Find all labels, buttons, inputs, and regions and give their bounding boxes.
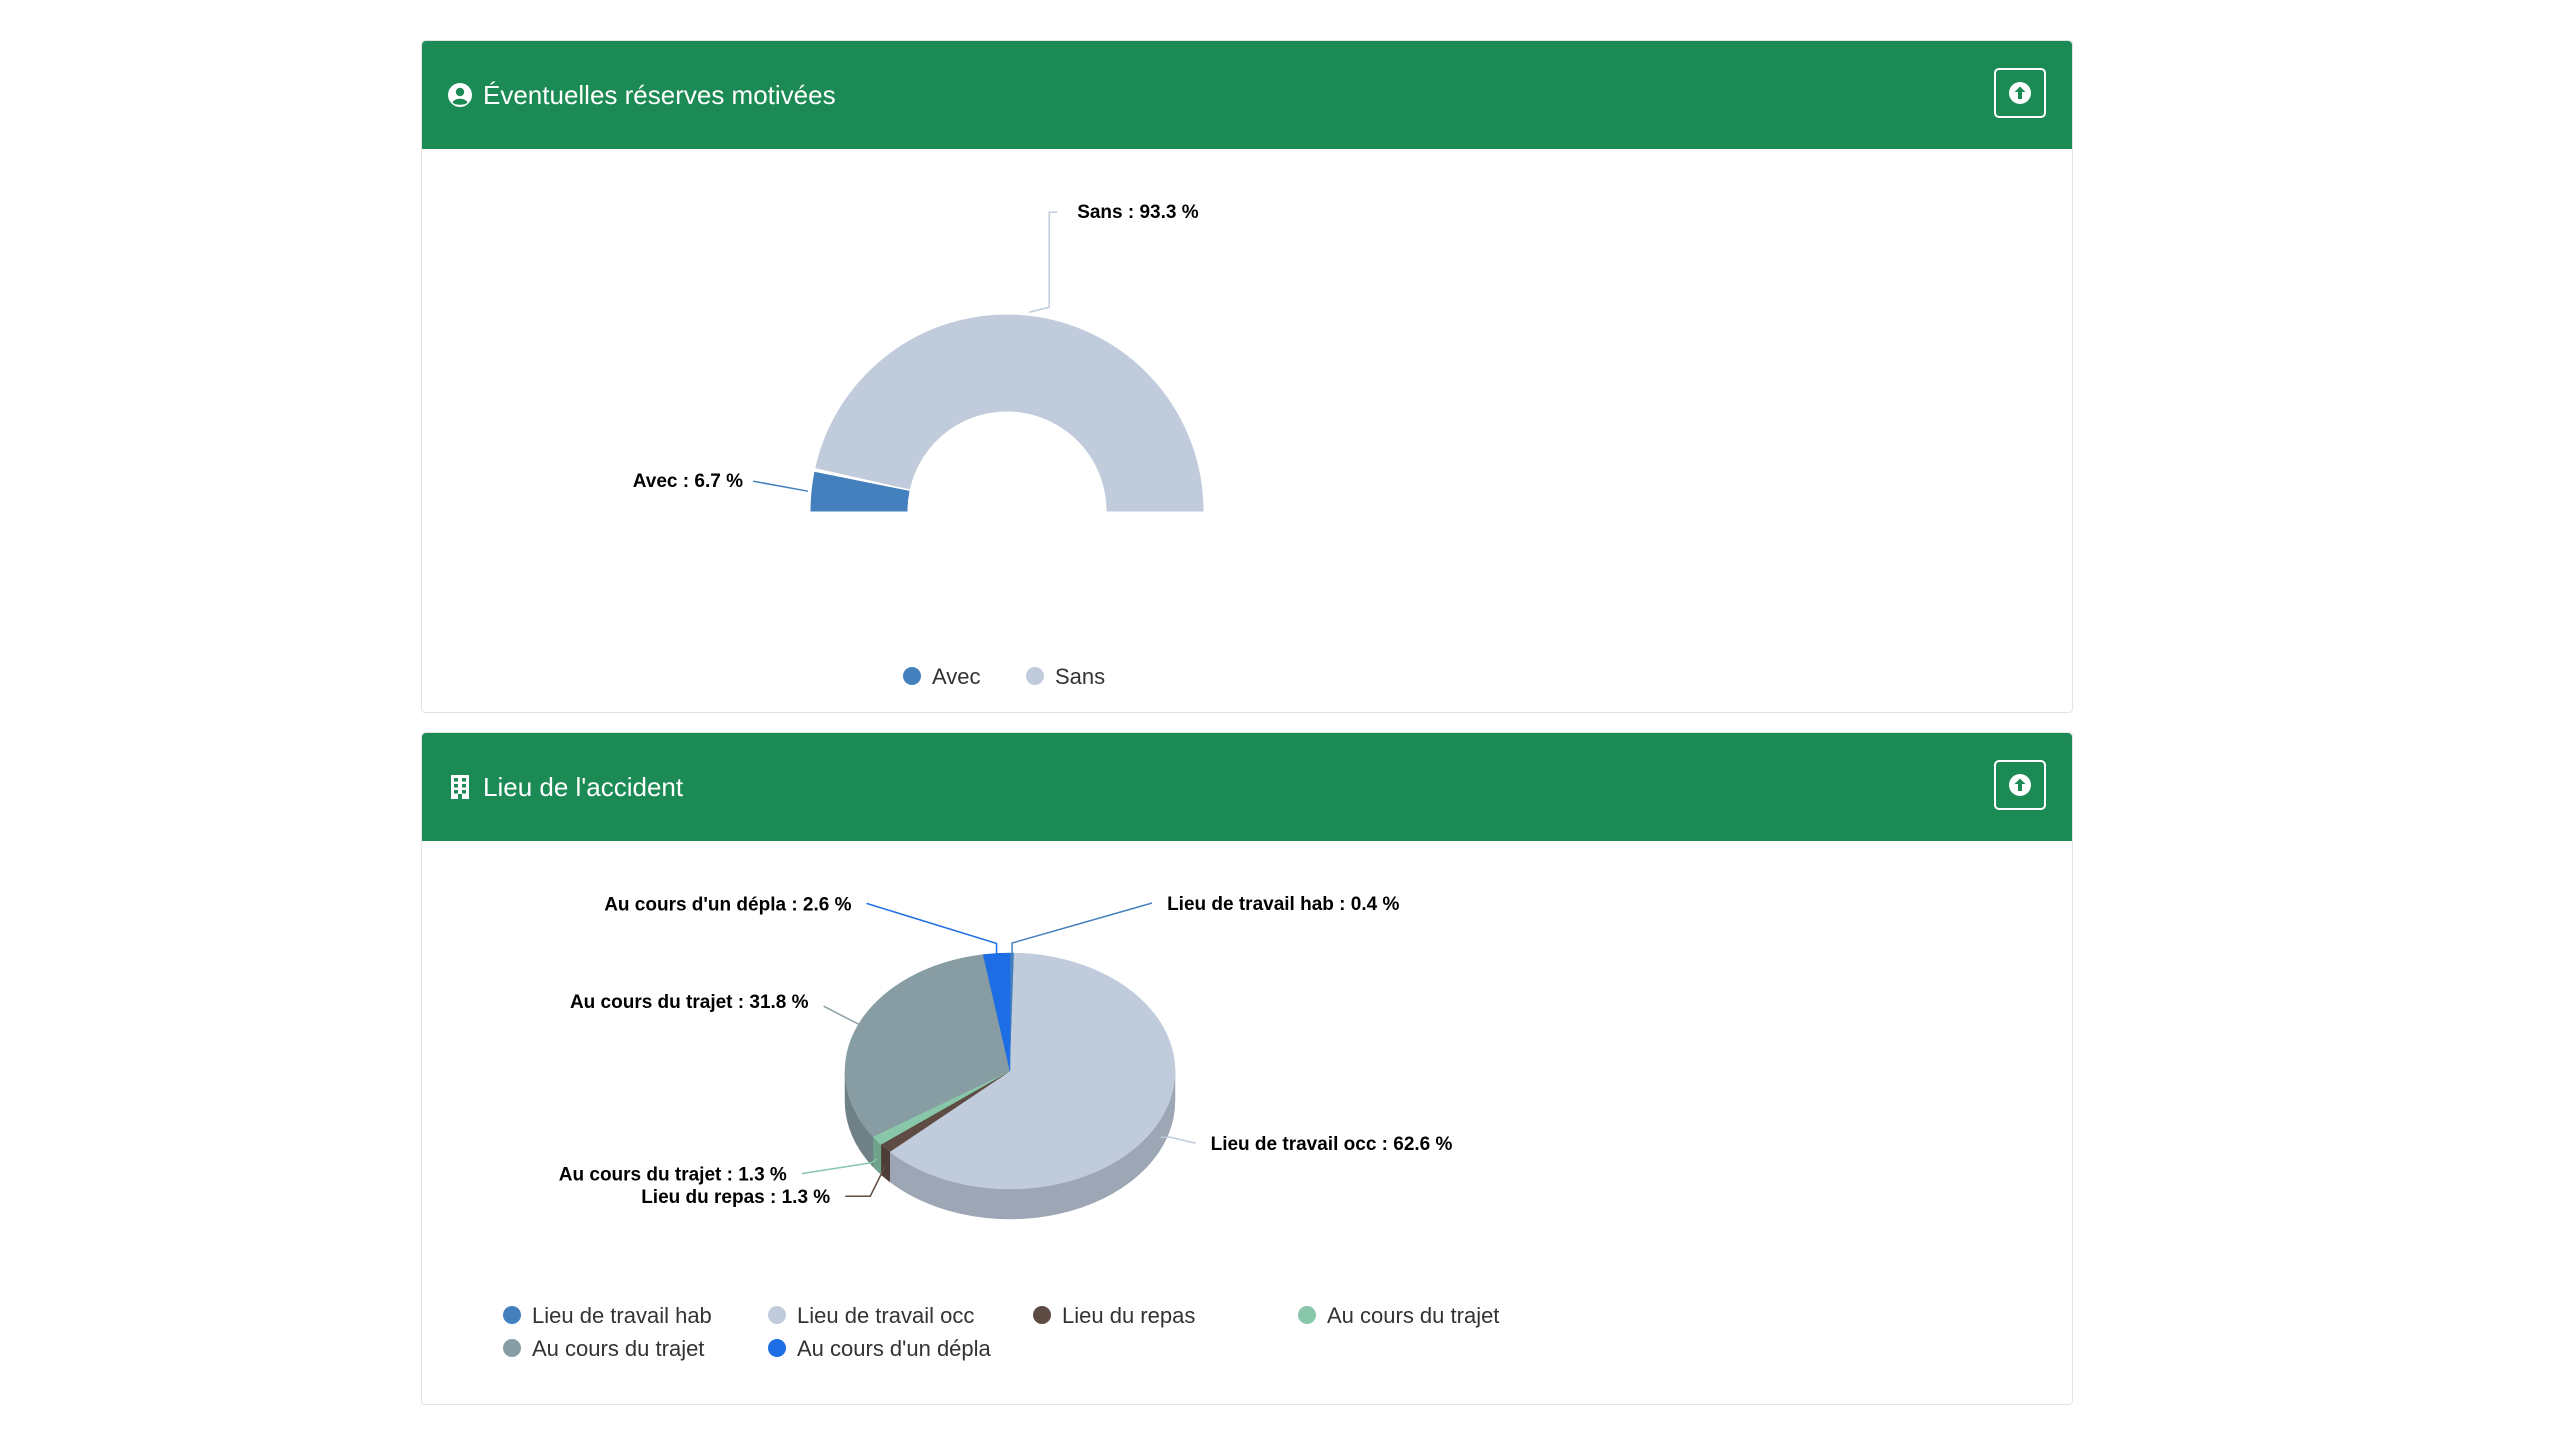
panel-title: Éventuelles réserves motivées — [483, 79, 836, 110]
legend-item-sans[interactable]: Sans — [1026, 664, 1105, 689]
legend-item[interactable]: Au cours d'un dépla — [768, 1336, 992, 1361]
data-label: Lieu de travail hab : 0.4 % — [1167, 894, 1399, 915]
label-connector — [801, 1158, 878, 1175]
legend-label: Lieu de travail hab — [532, 1303, 712, 1328]
panel-title-wrap: Éventuelles réserves motivées — [447, 41, 836, 149]
legend-label: Sans — [1055, 664, 1105, 689]
slice-avec[interactable] — [810, 471, 910, 512]
legend-item[interactable]: Lieu de travail occ — [768, 1303, 974, 1328]
data-label: Au cours du trajet : 31.8 % — [570, 992, 809, 1013]
legend-label: Lieu de travail occ — [797, 1303, 974, 1328]
label-connector — [845, 1165, 886, 1197]
slice-sans[interactable] — [815, 314, 1204, 512]
building-icon — [451, 775, 469, 799]
label-connector — [866, 902, 998, 954]
legend-marker — [503, 1339, 521, 1357]
legend-item[interactable]: Au cours du trajet — [1298, 1303, 1499, 1328]
panel-title-wrap: Lieu de l'accident — [447, 733, 683, 841]
panel-header: Lieu de l'accident — [422, 733, 2072, 841]
pie-3d-chart: Lieu de travail hab : 0.4 % Lieu de trava… — [503, 894, 1499, 1361]
legend-label: Au cours du trajet — [1327, 1303, 1499, 1328]
panel-title: Lieu de l'accident — [483, 771, 684, 802]
legend-label: Avec — [932, 664, 981, 689]
label-connector — [752, 480, 809, 492]
label-connector — [1029, 211, 1058, 313]
legend-marker — [1026, 667, 1044, 685]
slice[interactable] — [844, 954, 1011, 1137]
label-connector — [1160, 1136, 1196, 1144]
lieu-panel: Lieu de l'accident Lieu de travail hab :… — [421, 732, 2073, 1405]
arrow-circle-up-icon — [2009, 82, 2031, 104]
legend-marker — [1298, 1306, 1316, 1324]
data-label: Lieu de travail occ : 62.6 % — [1211, 1134, 1453, 1155]
data-label: Lieu du repas : 1.3 % — [641, 1187, 830, 1208]
data-label: Sans : 93.3 % — [1077, 202, 1199, 223]
semi-donut-chart: Avec : 6.7 % Sans : 93.3 % Avec Sans — [633, 202, 1204, 689]
collapse-button[interactable] — [1994, 760, 2046, 810]
legend-marker — [503, 1306, 521, 1324]
arrow-circle-up-icon — [2009, 774, 2031, 796]
data-label: Au cours du trajet : 1.3 % — [559, 1165, 787, 1186]
panel-header: Éventuelles réserves motivées — [422, 41, 2072, 149]
data-label: Au cours d'un dépla : 2.6 % — [604, 894, 851, 915]
legend-marker — [1033, 1306, 1051, 1324]
legend-item-avec[interactable]: Avec — [903, 664, 981, 689]
user-circle-icon — [448, 83, 472, 107]
legend-item[interactable]: Au cours du trajet — [503, 1336, 704, 1361]
label-connector — [823, 1005, 859, 1025]
legend-label: Au cours d'un dépla — [797, 1336, 992, 1361]
legend-item[interactable]: Lieu du repas — [1033, 1303, 1195, 1328]
legend-item[interactable]: Lieu de travail hab — [503, 1303, 712, 1328]
reserves-panel: Éventuelles réserves motivées Avec : 6.7… — [421, 40, 2073, 713]
legend-marker — [768, 1339, 786, 1357]
collapse-button[interactable] — [1994, 68, 2046, 118]
label-connector — [1011, 902, 1153, 954]
legend-label: Au cours du trajet — [532, 1336, 704, 1361]
data-label: Avec : 6.7 % — [633, 471, 743, 492]
legend-label: Lieu du repas — [1062, 1303, 1195, 1328]
legend-marker — [903, 667, 921, 685]
slice[interactable] — [889, 952, 1176, 1190]
legend-marker — [768, 1306, 786, 1324]
